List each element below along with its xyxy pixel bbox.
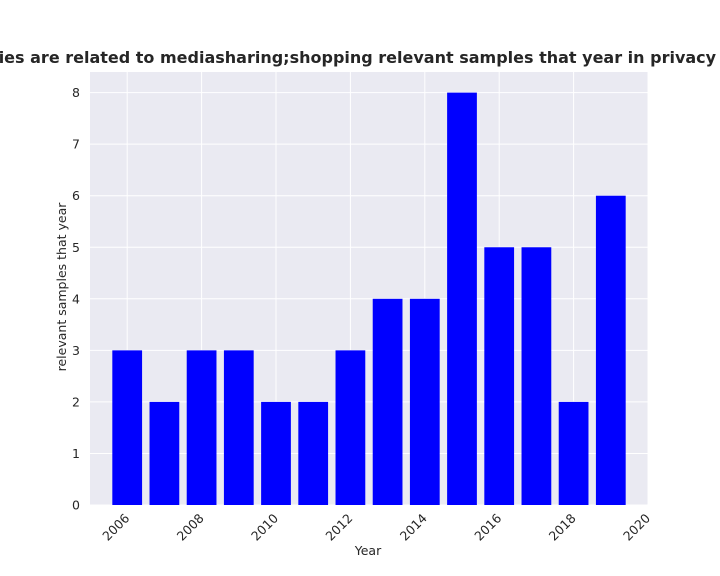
y-tick-label: 8 [72,85,80,100]
x-tick-label: 2016 [471,510,504,543]
bar-2009 [223,350,254,505]
bar-2013 [372,298,403,505]
y-tick-label: 1 [72,446,80,461]
bar-2014 [409,298,440,505]
x-tick-label: 2018 [546,510,579,543]
y-axis-label: relevant samples that year [54,202,69,372]
bar-2012 [335,350,366,505]
x-tick-labels: 2006 2008 2010 2012 2014 2016 2018 2020 [99,510,653,543]
bars [112,92,626,505]
x-tick-label: 2020 [620,510,653,543]
y-tick-label: 5 [72,240,80,255]
bar-2015 [447,92,477,505]
y-tick-label: 6 [72,188,80,203]
y-tick-label: 7 [72,137,80,152]
bar-2008 [186,350,217,505]
bar-2018 [558,401,589,505]
x-tick-label: 2006 [99,510,132,543]
bar-2011 [298,401,329,505]
y-tick-labels: 0 1 2 3 4 5 6 7 8 [72,85,80,512]
bar-2010 [261,401,291,505]
x-tick-label: 2008 [174,510,207,543]
x-tick-label: 2014 [397,510,430,543]
y-tick-label: 0 [72,498,80,513]
bar-2019 [595,195,626,505]
bar-2016 [484,247,515,505]
y-tick-label: 4 [72,291,80,306]
y-tick-label: 3 [72,343,80,358]
y-tick-label: 2 [72,394,80,409]
bar-2007 [149,401,180,505]
bar-2017 [521,247,552,505]
x-axis-label: Year [354,543,382,558]
bar-2006 [112,350,143,505]
chart-title: categories are related to mediasharing;s… [0,48,720,67]
x-tick-label: 2012 [322,511,355,544]
x-tick-label: 2010 [248,510,281,543]
